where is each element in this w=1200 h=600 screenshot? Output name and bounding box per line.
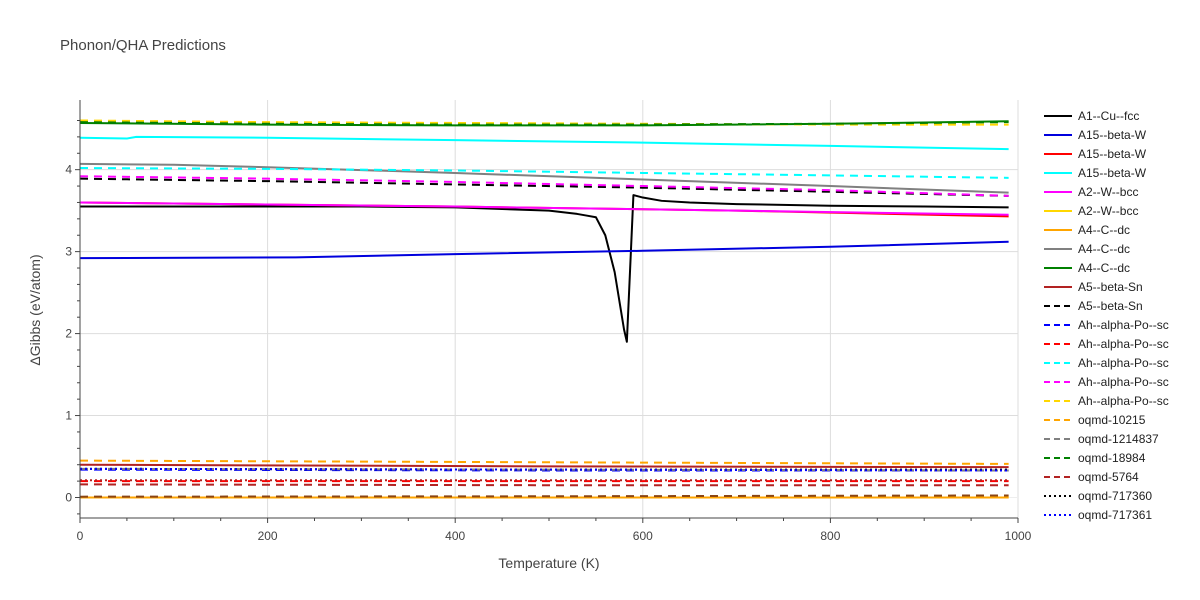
legend-item[interactable]: A2--W--bcc [1044,185,1138,199]
series-line [79,240,1009,260]
legend-item[interactable]: A1--Cu--fcc [1044,109,1139,123]
legend-label: Ah--alpha-Po--sc [1078,356,1169,370]
legend-item[interactable]: A2--W--bcc [1044,204,1138,218]
series-line [79,175,1009,197]
axes: 0 200 400 600 800 1000 0 1 2 3 4 [65,100,1032,543]
legend-item[interactable]: Ah--alpha-Po--sc [1044,394,1169,408]
legend-item[interactable]: Ah--alpha-Po--sc [1044,375,1169,389]
x-axis-title: Temperature (K) [498,555,599,571]
legend-label: A4--C--dc [1078,223,1130,237]
legend-label: oqmd-5764 [1078,470,1139,484]
x-tick-label: 800 [820,529,840,543]
series-line [79,467,1009,472]
legend-item[interactable]: oqmd-717360 [1044,489,1152,503]
y-tick-label: 0 [65,491,72,505]
legend-label: A15--beta-W [1078,128,1147,142]
series-line [79,201,1009,216]
legend-item[interactable]: oqmd-1214837 [1044,432,1159,446]
series-line [79,162,1009,194]
x-tick-label: 600 [633,529,653,543]
legend-item[interactable]: A4--C--dc [1044,223,1130,237]
legend-label: A4--C--dc [1078,261,1130,275]
legend-item[interactable]: Ah--alpha-Po--sc [1044,318,1169,332]
y-tick-label: 3 [65,245,72,259]
legend-label: A15--beta-W [1078,147,1147,161]
x-tick-label: 200 [258,529,278,543]
legend-label: oqmd-10215 [1078,413,1146,427]
series-line [79,467,1009,472]
series-line [79,167,1009,179]
legend-item[interactable]: A5--beta-Sn [1044,280,1143,294]
y-tick-label: 2 [65,327,72,341]
x-tick-label: 1000 [1005,529,1032,543]
legend-label: Ah--alpha-Po--sc [1078,318,1169,332]
grid [80,100,1019,518]
series-line [79,494,1009,498]
legend-label: A4--C--dc [1078,242,1130,256]
legend-item[interactable]: oqmd-717361 [1044,508,1152,522]
legend-label: A15--beta-W [1078,166,1147,180]
legend-label: Ah--alpha-Po--sc [1078,337,1169,351]
series-layer [79,119,1009,499]
legend-item[interactable]: A15--beta-W [1044,147,1147,161]
legend-item[interactable]: A4--C--dc [1044,261,1130,275]
series-line [79,483,1009,487]
x-tick-label: 0 [77,529,84,543]
y-tick-label: 4 [65,163,72,177]
legend-item[interactable]: oqmd-18984 [1044,451,1146,465]
legend-label: oqmd-717360 [1078,489,1152,503]
legend-item[interactable]: oqmd-10215 [1044,413,1146,427]
y-axis-title: ΔGibbs (eV/atom) [27,254,43,365]
x-tick-label: 400 [445,529,465,543]
legend-label: Ah--alpha-Po--sc [1078,375,1169,389]
legend-item[interactable]: A5--beta-Sn [1044,299,1143,313]
legend-label: oqmd-1214837 [1078,432,1159,446]
legend-item[interactable]: Ah--alpha-Po--sc [1044,356,1169,370]
series-line [79,177,1009,197]
legend-label: oqmd-717361 [1078,508,1152,522]
legend-item[interactable]: A4--C--dc [1044,242,1130,256]
series-line [80,194,1009,343]
legend-item[interactable]: oqmd-5764 [1044,470,1139,484]
legend-label: A2--W--bcc [1078,185,1138,199]
legend-label: oqmd-18984 [1078,451,1146,465]
legend-label: Ah--alpha-Po--sc [1078,394,1169,408]
chart-title: Phonon/QHA Predictions [60,37,226,54]
legend-item[interactable]: Ah--alpha-Po--sc [1044,337,1169,351]
series-line [79,121,1009,126]
series-line [79,463,1009,469]
series-line [79,135,1009,151]
series-line [79,459,1009,465]
series-line [79,119,1009,126]
legend-label: A2--W--bcc [1078,204,1138,218]
y-tick-label: 1 [65,409,72,423]
legend-label: A5--beta-Sn [1078,280,1143,294]
legend-label: A1--Cu--fcc [1078,109,1139,123]
legend[interactable]: A1--Cu--fcc A15--beta-W A15--beta-W A15--be… [1044,109,1169,522]
legend-label: A5--beta-Sn [1078,299,1143,313]
legend-item[interactable]: A15--beta-W [1044,166,1147,180]
legend-item[interactable]: A15--beta-W [1044,128,1147,142]
